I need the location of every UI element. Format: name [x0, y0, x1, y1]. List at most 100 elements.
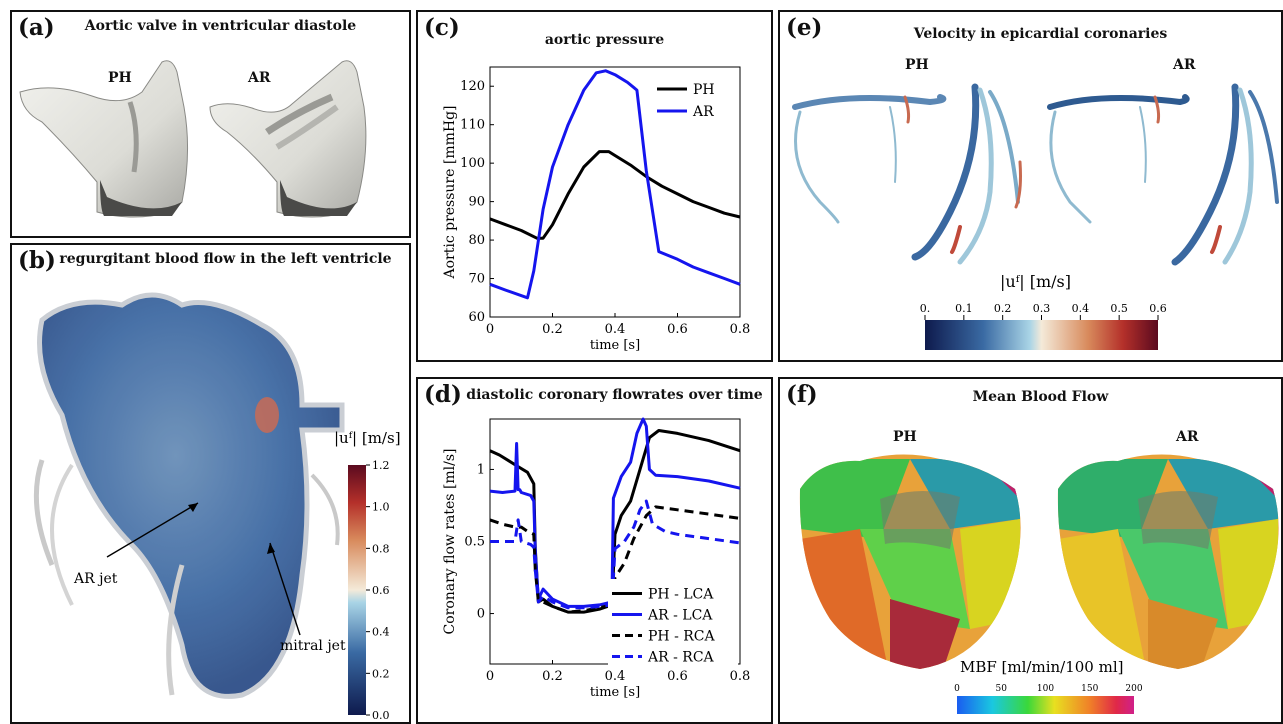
panel-c-label: (c): [424, 14, 460, 41]
legend-entry: AR - LCA: [647, 608, 713, 624]
panel-e: (e) Velocity in epicardial coronaries PH…: [778, 10, 1283, 362]
colorbar-tick-label: 0.8: [372, 542, 390, 555]
x-tick-label: 0.2: [542, 669, 563, 684]
panel-e-colorbar: [925, 320, 1158, 350]
coronary-flowrates-chart: 0 0.2 0.4 0.6 0.8 0 0.5 1 time [s] Coronary flow …: [442, 417, 751, 700]
y-tick-label: 70: [468, 272, 485, 287]
panel-d-label: (d): [424, 381, 462, 408]
heart-ar: [1057, 454, 1279, 669]
legend-entry: AR - RCA: [647, 650, 715, 666]
colorbar-tick-label: 0.6: [1149, 302, 1167, 315]
colorbar-tick-label: 0.4: [1072, 302, 1090, 315]
colorbar-tick-label: 0.0: [372, 709, 390, 722]
colorbar-tick-label: 0.2: [994, 302, 1012, 315]
colorbar-tick-label: 150: [1081, 684, 1098, 694]
panel-a-ph-label: PH: [108, 70, 132, 86]
coronary-velocity-illustration: |uᶠ| [m/s] 0. 0.1 0.2 0.3 0.4 0.5 0.6: [792, 83, 1279, 350]
y-tick-label: 120: [460, 79, 485, 94]
panel-f-ph-label: PH: [893, 429, 917, 445]
coronaries-ar: [1047, 83, 1279, 266]
colorbar-tick-label: 50: [996, 684, 1008, 694]
colorbar-tick-label: 0: [954, 684, 960, 694]
y-axis-label: Coronary flow rates [ml/s]: [442, 448, 458, 634]
series-line-ph: [489, 150, 741, 240]
x-tick-label: 0.6: [667, 322, 688, 337]
colorbar-tick-label: 0.6: [372, 584, 390, 597]
panel-e-title: Velocity in epicardial coronaries: [913, 26, 1168, 42]
panel-f-colorbar-ticks: 0 50 100 150 200: [954, 684, 1143, 694]
ventricle-shape: [37, 292, 345, 699]
panel-d: (d) diastolic coronary flowrates over ti…: [416, 377, 773, 724]
series-line-ph-lca: [489, 429, 741, 614]
colorbar-tick-label: 0.2: [372, 667, 390, 680]
x-axis-label: time [s]: [590, 685, 640, 700]
colorbar-tick-label: 200: [1125, 684, 1142, 694]
panel-e-ar-label: AR: [1173, 57, 1196, 73]
x-tick-label: 0: [486, 669, 494, 684]
panel-b-title: regurgitant blood flow in the left ventr…: [59, 251, 392, 267]
panel-b-colorbar-ticks: 1.2 1.0 0.8 0.6 0.4 0.2 0.0: [366, 459, 390, 722]
panel-b-label: (b): [18, 247, 56, 274]
panel-a-ar-label: AR: [248, 70, 271, 86]
ar-jet-annotation: AR jet: [73, 571, 118, 587]
panel-e-ph-label: PH: [905, 57, 929, 73]
legend-entry: PH - LCA: [648, 587, 714, 603]
series-line-ar: [489, 69, 741, 300]
left-ventricle-illustration: AR jet mitral jet |uᶠ| [m/s] 1.2 1.0 0.8 0.…: [33, 292, 401, 722]
panel-f-ar-label: AR: [1176, 429, 1199, 445]
panel-f-colorbar: [957, 696, 1134, 714]
panel-e-label: (e): [786, 14, 823, 41]
mean-blood-flow-illustration: MBF [ml/min/100 ml] 0 50 100 150 200: [799, 454, 1279, 714]
colorbar-tick-label: 1.2: [372, 459, 390, 472]
legend: PH - LCA AR - LCA PH - RCA AR - RCA: [608, 579, 738, 669]
valve-ar-shape: [209, 60, 367, 218]
colorbar-tick-label: 0.3: [1033, 302, 1051, 315]
panel-e-colorbar-ticks: 0. 0.1 0.2 0.3 0.4 0.5 0.6: [920, 302, 1167, 320]
colorbar-tick-label: 0.5: [1110, 302, 1128, 315]
x-tick-label: 0: [486, 322, 494, 337]
panel-b: (b) regurgitant blood flow in the left v…: [10, 243, 411, 724]
y-tick-label: 1: [477, 462, 485, 477]
inflow-hotspot: [255, 397, 279, 433]
colorbar-tick-label: 100: [1037, 684, 1054, 694]
series-line-ph-rca: [489, 505, 741, 614]
panel-c-title: aortic pressure: [544, 32, 665, 48]
x-tick-label: 0.2: [542, 322, 563, 337]
legend-entry: AR: [692, 104, 714, 120]
panel-d-title: diastolic coronary flowrates over time: [466, 387, 763, 403]
valve-ph-shape: [19, 60, 189, 218]
panel-f-title: Mean Blood Flow: [972, 389, 1109, 405]
colorbar-tick-label: 0.4: [372, 626, 390, 639]
x-tick-label: 0.4: [605, 669, 626, 684]
x-tick-label: 0.8: [730, 322, 751, 337]
mitral-jet-annotation: mitral jet: [280, 638, 346, 654]
mitral-jet-arrow: [269, 542, 301, 636]
panel-a-title: Aortic valve in ventricular diastole: [84, 18, 357, 34]
y-tick-label: 80: [468, 233, 485, 248]
y-tick-label: 60: [468, 310, 485, 325]
heart-ph: [799, 454, 1021, 669]
ar-jet-arrow: [106, 502, 199, 558]
panel-f: (f) Mean Blood Flow PH AR: [778, 377, 1283, 724]
aortic-valve-illustration: [19, 60, 367, 218]
panel-a-label: (a): [18, 14, 55, 41]
colorbar-tick-label: 1.0: [372, 501, 390, 514]
x-axis-label: time [s]: [590, 338, 640, 353]
legend-entry: PH: [693, 82, 715, 98]
y-tick-label: 90: [468, 195, 485, 210]
panel-e-colorbar-title: |uᶠ| [m/s]: [1000, 272, 1071, 291]
coronaries-ph: [792, 83, 1022, 265]
x-tick-label: 0.6: [667, 669, 688, 684]
y-tick-label: 110: [460, 118, 485, 133]
legend-entry: PH - RCA: [648, 629, 716, 645]
panel-a: (a) Aortic valve in ventricular diastole…: [10, 10, 411, 238]
colorbar-tick-label: 0.1: [955, 302, 973, 315]
x-tick-label: 0.4: [605, 322, 626, 337]
panel-f-label: (f): [786, 381, 818, 408]
colorbar-tick-label: 0.: [920, 302, 931, 315]
legend: PH AR: [653, 74, 735, 124]
panel-f-colorbar-title: MBF [ml/min/100 ml]: [960, 658, 1124, 676]
panel-b-colorbar: [348, 465, 366, 715]
x-tick-label: 0.8: [730, 669, 751, 684]
y-tick-label: 0.5: [464, 535, 485, 550]
